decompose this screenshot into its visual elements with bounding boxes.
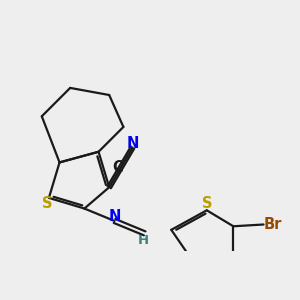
Text: Br: Br — [263, 217, 282, 232]
Text: C: C — [112, 160, 123, 175]
Text: N: N — [127, 136, 140, 152]
Text: S: S — [202, 196, 212, 211]
Text: S: S — [42, 196, 52, 211]
Text: H: H — [137, 234, 148, 247]
Text: N: N — [108, 209, 121, 224]
